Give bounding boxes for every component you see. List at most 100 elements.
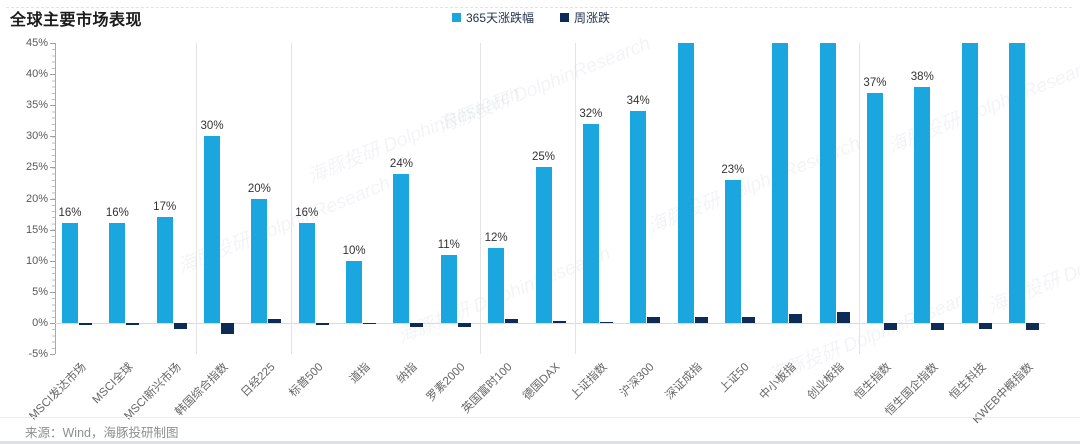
y-tick-label: 5%: [32, 285, 48, 298]
y-axis-major-tick: [50, 291, 55, 293]
y-axis-major-tick: [50, 43, 55, 44]
y-tick-label: 0%: [32, 317, 48, 329]
group-separator: [575, 43, 576, 355]
y-axis-major-tick: [50, 136, 55, 138]
y-axis-major-tick: [50, 198, 55, 200]
bar-365: [535, 167, 552, 323]
bar-365: [961, 43, 978, 323]
bar-365: [440, 254, 457, 323]
bar-week: [268, 318, 282, 323]
bar-week: [836, 311, 850, 323]
legend-item-week: 周涨跌: [560, 9, 610, 26]
bar-week: [552, 321, 566, 323]
bar-365: [488, 248, 505, 323]
bar-week: [741, 316, 755, 323]
value-label: 32%: [579, 107, 603, 120]
bar-365: [582, 123, 599, 323]
value-label: 38%: [910, 70, 934, 83]
legend-swatch-365-icon: [452, 13, 461, 22]
y-axis-line: [55, 43, 56, 355]
y-axis-major-tick: [50, 105, 55, 107]
value-label: 37%: [863, 76, 887, 89]
legend-label-week: 周涨跌: [574, 11, 611, 25]
bottom-edge-strip: [0, 441, 1080, 444]
source-divider: [0, 417, 1080, 418]
bar-365: [819, 43, 836, 323]
bar-365: [914, 86, 931, 323]
legend-item-365: 365天涨跌幅: [452, 9, 534, 26]
y-tick-label: 45%: [25, 37, 48, 49]
value-label: 30%: [200, 120, 224, 133]
legend-label-365: 365天涨跌幅: [466, 11, 535, 25]
bar-365: [298, 223, 315, 323]
group-separator: [480, 43, 481, 355]
bar-week: [315, 323, 329, 326]
bar-365: [677, 43, 694, 323]
bar-week: [883, 323, 897, 331]
bar-week: [978, 323, 992, 330]
y-axis-major-tick: [50, 323, 55, 324]
bar-week: [931, 323, 945, 331]
watermark-text: 海豚投研 DolphinResearch: [305, 83, 524, 188]
bar-week: [599, 322, 613, 323]
group-separator: [196, 43, 197, 355]
value-label: 20%: [247, 182, 271, 195]
source-caption: 来源：Wind，海豚投研制图: [25, 426, 179, 440]
bar-365: [772, 43, 789, 323]
bar-365: [156, 217, 173, 323]
bar-week: [457, 323, 471, 327]
bar-week: [505, 318, 519, 323]
bar-week: [410, 323, 424, 328]
bar-week: [789, 313, 803, 323]
bar-365: [109, 223, 126, 323]
y-tick-label: 20%: [25, 192, 48, 205]
y-axis-major-tick: [50, 167, 55, 169]
top-border: [6, 7, 1072, 8]
y-axis-major-tick: [50, 229, 55, 231]
value-label: 10%: [342, 244, 366, 257]
bar-week: [694, 316, 708, 323]
y-axis-major-tick: [50, 74, 55, 76]
value-label: 11%: [437, 238, 460, 251]
bar-365: [204, 136, 221, 323]
y-tick-label: 25%: [25, 161, 48, 174]
y-tick-label: -5%: [28, 348, 48, 361]
value-label: 34%: [626, 95, 650, 108]
group-separator: [291, 43, 292, 355]
value-label: 16%: [295, 207, 319, 220]
bar-365: [346, 260, 363, 323]
zero-baseline: [55, 323, 1045, 324]
value-label: 24%: [389, 157, 413, 170]
value-label: 16%: [105, 207, 129, 220]
bar-365: [393, 173, 410, 323]
y-tick-label: 15%: [25, 223, 48, 236]
bar-week: [363, 323, 377, 324]
value-label: 25%: [531, 151, 556, 164]
y-tick-label: 30%: [25, 130, 48, 143]
bar-365: [866, 92, 883, 323]
bar-365: [1009, 43, 1025, 323]
bar-week: [221, 323, 235, 335]
page-title: 全球主要市场表现: [10, 12, 143, 29]
bar-week: [1026, 323, 1039, 331]
y-tick-label: 35%: [25, 99, 48, 112]
y-axis-major-tick: [50, 354, 55, 356]
value-label: 23%: [721, 163, 745, 176]
watermark-text: 海豚投研 DolphinResearch: [883, 48, 1080, 158]
value-label: 16%: [58, 207, 82, 220]
y-tick-label: 10%: [25, 254, 48, 267]
legend-swatch-week-icon: [560, 13, 570, 22]
group-separator: [859, 43, 860, 355]
chart-legend: 365天涨跌幅 周涨跌: [452, 9, 610, 26]
value-label: 17%: [153, 201, 177, 214]
watermark-text: 海豚投研 DolphinResearch: [985, 213, 1080, 318]
bar-365: [724, 179, 741, 323]
bar-week: [79, 323, 92, 325]
bar-365: [62, 223, 78, 323]
bar-week: [126, 323, 140, 326]
value-label: 12%: [484, 232, 508, 245]
bar-365: [630, 111, 647, 323]
bar-week: [173, 323, 187, 330]
y-tick-label: 40%: [25, 68, 48, 81]
